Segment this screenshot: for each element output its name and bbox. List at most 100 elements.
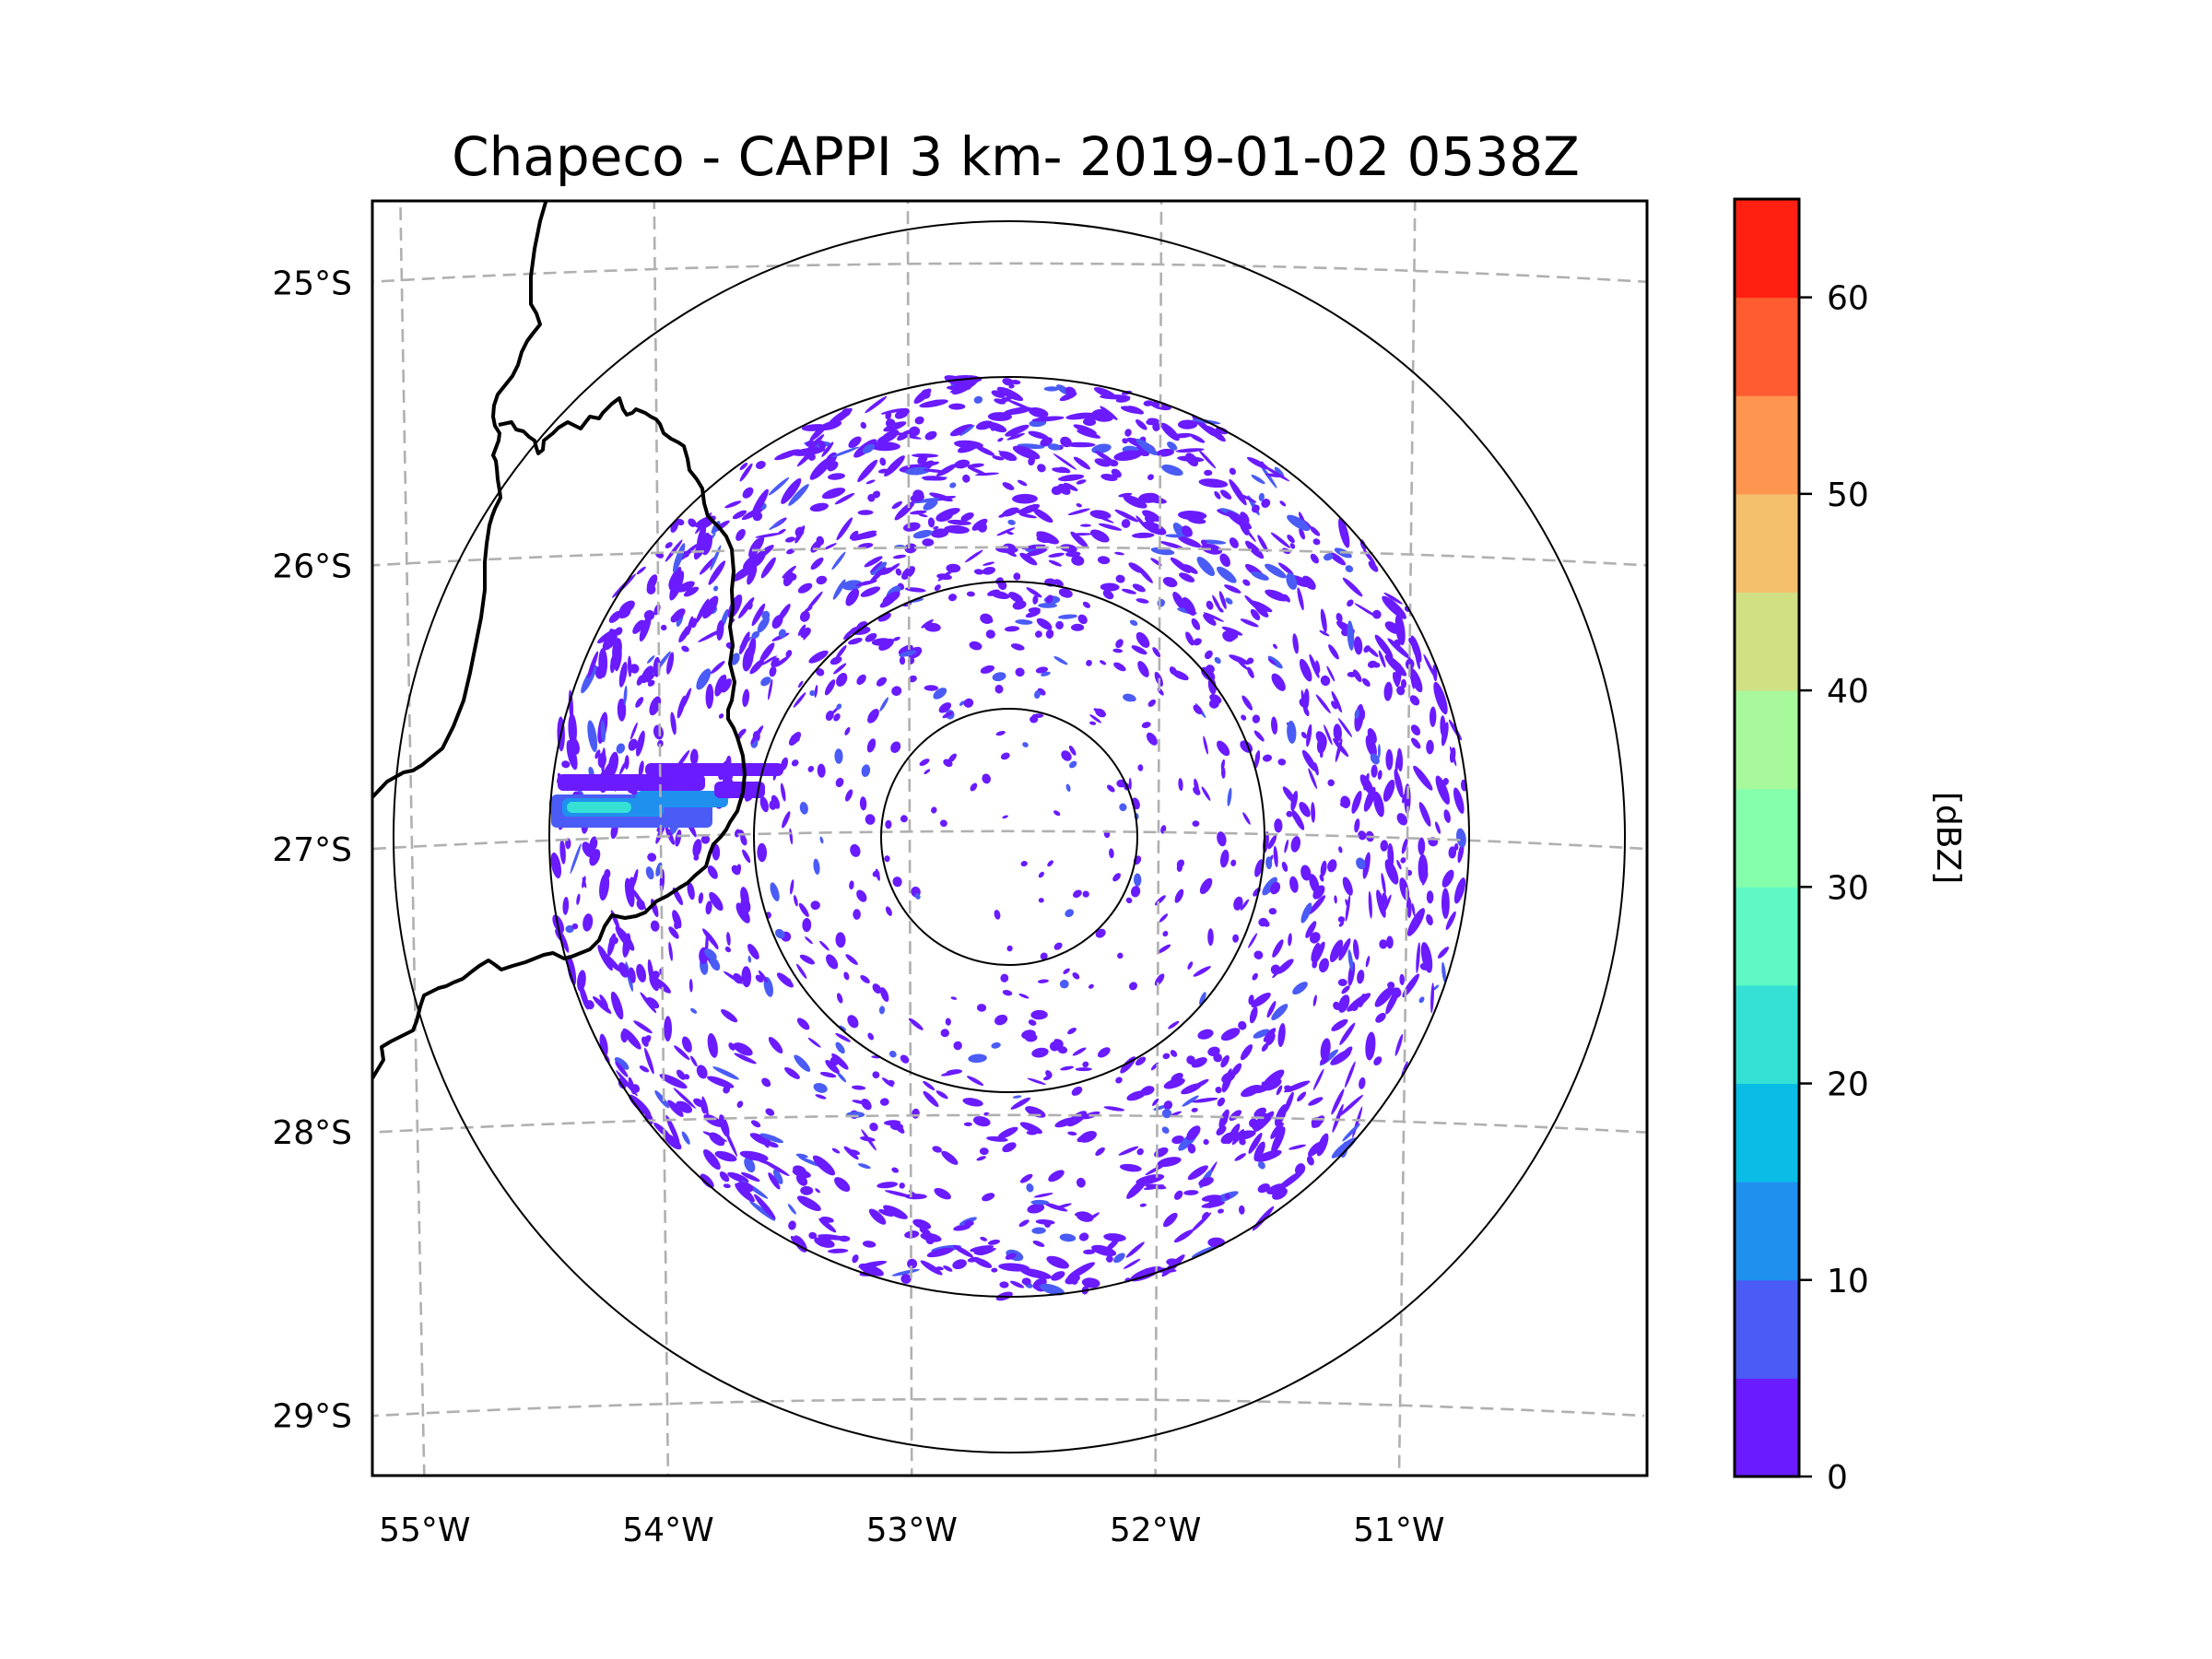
echo-cell	[845, 588, 860, 606]
echo-cell	[1363, 786, 1376, 812]
echo-cell	[924, 685, 938, 691]
echo-cell	[969, 641, 982, 651]
echo-cell	[1257, 1160, 1265, 1170]
echo-cell	[1156, 448, 1175, 457]
echo-cell	[1379, 939, 1388, 949]
echo-cell	[735, 1182, 755, 1203]
echo-cell	[1225, 597, 1233, 605]
echo-cell	[1272, 1187, 1288, 1200]
echo-cell	[879, 697, 888, 712]
echo-cell	[1006, 531, 1014, 535]
echo-cell	[1135, 631, 1150, 648]
echo-cell	[1217, 1097, 1226, 1107]
echo-cell	[1019, 503, 1041, 514]
echo-cell	[710, 661, 725, 675]
echo-cell	[899, 650, 917, 657]
echo-cell	[1027, 1203, 1045, 1214]
echo-cell	[997, 437, 1004, 442]
strong-echo-band	[636, 791, 728, 807]
echo-cell	[646, 996, 660, 1009]
echo-cell	[914, 893, 921, 900]
echo-cell	[758, 970, 768, 983]
echo-cell	[1358, 830, 1367, 841]
echo-cell	[1193, 638, 1202, 646]
map-axes[interactable]	[300, 150, 1667, 1526]
echo-cell	[832, 579, 846, 600]
echo-cell	[947, 594, 958, 602]
echo-cell	[1136, 1147, 1144, 1156]
echo-cell	[1000, 752, 1010, 760]
echo-cell	[1383, 592, 1403, 605]
echo-cell	[1376, 889, 1386, 918]
echo-cell	[761, 1077, 771, 1088]
echo-cell	[1183, 564, 1198, 574]
echo-cell	[816, 668, 825, 677]
echo-cell	[892, 554, 907, 559]
echo-cell	[624, 755, 629, 770]
echo-cell	[825, 710, 834, 722]
echo-cell	[1207, 1195, 1218, 1209]
echo-cell	[1240, 899, 1250, 911]
echo-cell	[964, 1219, 974, 1227]
echo-cell	[1126, 1090, 1147, 1101]
echo-cell	[760, 655, 777, 665]
echo-cell	[619, 760, 627, 775]
echo-cell	[860, 1135, 876, 1142]
echo-cell	[1335, 613, 1343, 623]
echo-cell	[1102, 589, 1114, 600]
echo-cell	[1368, 890, 1372, 919]
echo-cell	[1320, 675, 1331, 687]
echo-cell	[790, 879, 794, 895]
echo-cell	[1005, 424, 1030, 437]
echo-cell	[1247, 666, 1254, 678]
echo-cell	[1262, 754, 1273, 762]
echo-cell	[1053, 453, 1077, 470]
echo-cell	[568, 713, 577, 746]
echo-cell	[1048, 1170, 1065, 1182]
echo-cell	[1201, 786, 1211, 801]
echo-cell	[1323, 553, 1334, 561]
echo-cell	[852, 1100, 868, 1105]
echo-cell	[1316, 1133, 1329, 1157]
echo-cell	[859, 796, 867, 811]
echo-cell	[1088, 983, 1094, 989]
chart-title: Chapeco - CAPPI 3 km- 2019-01-02 0538Z	[452, 125, 1580, 188]
echo-cell	[880, 407, 905, 415]
echo-cell	[883, 421, 907, 432]
echo-cell	[1159, 541, 1184, 549]
echo-cell	[1100, 660, 1107, 665]
echo-cell	[1331, 700, 1338, 710]
echo-cell	[659, 1074, 688, 1089]
echo-cell	[756, 461, 766, 469]
echo-cell	[1409, 695, 1420, 706]
echo-cell	[817, 763, 826, 778]
echo-cell	[1077, 614, 1088, 625]
lat-tick-label: 28°S	[272, 1114, 352, 1152]
echo-cell	[582, 841, 594, 857]
echo-cell	[610, 991, 624, 1020]
echo-cell	[681, 645, 689, 653]
echo-cell	[615, 1061, 629, 1077]
echo-cell	[616, 743, 626, 754]
echo-cell	[1289, 543, 1296, 549]
echo-cell	[1034, 689, 1041, 700]
echo-cell	[1028, 430, 1049, 440]
echo-cell	[1310, 553, 1319, 564]
echo-cell	[1206, 665, 1215, 674]
echo-cell	[995, 730, 1006, 736]
echo-cell	[835, 1041, 845, 1054]
border-misiones	[372, 396, 747, 1080]
echo-cell	[1072, 533, 1092, 536]
echo-cell	[1344, 1061, 1356, 1088]
echo-cell	[1330, 1050, 1352, 1065]
echo-cell	[698, 892, 704, 904]
echo-cell	[1019, 552, 1038, 566]
echo-cell	[1265, 856, 1273, 870]
echo-cell	[1065, 783, 1071, 792]
echo-cell	[830, 656, 842, 665]
echo-cell	[1113, 450, 1143, 462]
echo-cell	[1059, 979, 1069, 989]
echo-cell	[868, 441, 900, 452]
lon-tick-label: 55°W	[379, 1512, 470, 1549]
echo-cell	[860, 586, 881, 597]
